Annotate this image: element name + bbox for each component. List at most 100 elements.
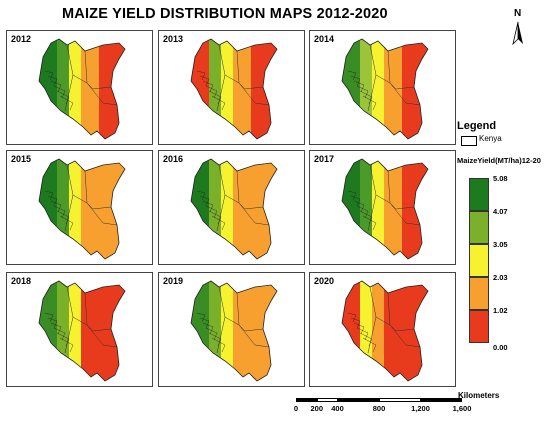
legend-break-label: 4.07 (493, 207, 508, 216)
yield-zone (251, 39, 277, 139)
scale-bar: Kilometers 0 200 400 800 1,200 1,600 (288, 391, 499, 419)
yield-zone (372, 281, 384, 381)
panel-year-label: 2016 (163, 154, 184, 164)
legend-swatch (469, 211, 489, 244)
legend-unit-label: MaizeYield(MT/ha)12-20 (457, 156, 541, 165)
kenya-map-2012 (38, 38, 126, 140)
yield-zone (372, 159, 384, 259)
panel-year-label: 2012 (11, 34, 32, 44)
kenya-outline (341, 158, 429, 260)
yield-zone (233, 159, 251, 259)
yield-zone (342, 39, 360, 139)
yield-zone (221, 159, 233, 259)
yield-zone (384, 281, 402, 381)
north-arrow: N (504, 8, 534, 48)
yield-zone (81, 39, 99, 139)
legend-break-label: 3.05 (493, 240, 508, 249)
panel-year-label: 2013 (163, 34, 184, 44)
panel-year-label: 2020 (314, 276, 335, 286)
panel-year-label: 2018 (11, 276, 32, 286)
legend-swatch (469, 277, 489, 310)
scale-tick-label: 800 (372, 404, 386, 413)
legend-swatch (469, 310, 489, 343)
scale-unit: Kilometers (458, 391, 500, 400)
panel-year-label: 2014 (314, 34, 335, 44)
panel-year-label: 2015 (11, 154, 32, 164)
map-title: MAIZE YIELD DISTRIBUTION MAPS 2012-2020 (62, 6, 388, 22)
map-panel-2019: 2019 (158, 272, 305, 387)
scale-tick-label: 400 (331, 404, 344, 413)
yield-zone (402, 281, 428, 381)
yield-zone (221, 39, 233, 139)
yield-zone (209, 281, 221, 381)
kenya-map-2019 (190, 280, 278, 382)
panel-year-label: 2019 (163, 276, 184, 286)
scale-tick-label: 0 (293, 404, 299, 413)
kenya-map-2015 (38, 158, 126, 260)
kenya-outline (190, 280, 278, 382)
legend-swatch (469, 178, 489, 211)
scale-tick-label: 1,200 (411, 404, 430, 413)
kenya-outline (38, 38, 126, 140)
yield-zone (221, 281, 233, 381)
yield-zone (39, 159, 57, 259)
legend-break-label: 2.03 (493, 273, 508, 282)
yield-zone (81, 281, 99, 381)
map-panel-2020: 2020 (309, 272, 456, 387)
map-panel-2013: 2013 (158, 30, 305, 145)
yield-zone (69, 39, 81, 139)
yield-zone (191, 159, 209, 259)
yield-zone (69, 281, 81, 381)
legend-break-label: 1.02 (493, 306, 508, 315)
scale-tick-label: 1,600 (452, 404, 472, 413)
yield-zone (191, 281, 209, 381)
kenya-outline (38, 158, 126, 260)
scale-segment (316, 398, 338, 402)
map-panel-2015: 2015 (6, 150, 153, 265)
kenya-outline (190, 158, 278, 260)
yield-zone (57, 39, 69, 139)
yield-zone (99, 39, 125, 139)
scale-segment (420, 398, 462, 402)
yield-zone (57, 281, 69, 381)
legend-title: Legend (457, 120, 497, 132)
yield-zone (99, 281, 125, 381)
kenya-outline (341, 38, 429, 140)
yield-zone (342, 281, 360, 381)
yield-zone (342, 159, 360, 259)
yield-zone (69, 159, 81, 259)
kenya-map-2013 (190, 38, 278, 140)
map-panel-2016: 2016 (158, 150, 305, 265)
yield-zone (99, 159, 125, 259)
kenya-map-2016 (190, 158, 278, 260)
yield-zone (233, 281, 251, 381)
yield-zone (39, 39, 57, 139)
yield-zone (384, 159, 402, 259)
yield-zone (209, 159, 221, 259)
yield-zone (191, 39, 209, 139)
map-panel-2012: 2012 (6, 30, 153, 145)
yield-zone (39, 281, 57, 381)
yield-zone (384, 39, 402, 139)
legend: Legend Kenya MaizeYield(MT/ha)12-20 5.08… (455, 120, 550, 360)
yield-zone (209, 39, 221, 139)
yield-zone (81, 159, 99, 259)
scale-segment (379, 398, 421, 402)
yield-zone (360, 281, 372, 381)
kenya-outline (38, 280, 126, 382)
map-panel-2018: 2018 (6, 272, 153, 387)
kenya-map-2017 (341, 158, 429, 260)
legend-swatch (469, 244, 489, 277)
scale-segment (296, 398, 317, 402)
kenya-boundary-swatch (461, 136, 477, 146)
yield-zone (251, 281, 277, 381)
kenya-outline (190, 38, 278, 140)
yield-zone (360, 39, 372, 139)
legend-min-label: 0.00 (493, 343, 508, 352)
scale-tick-label: 200 (310, 404, 324, 413)
yield-zone (402, 39, 428, 139)
kenya-map-2018 (38, 280, 126, 382)
yield-zone (402, 159, 428, 259)
north-arrow-icon (512, 21, 523, 46)
legend-break-label: 5.08 (493, 174, 508, 183)
